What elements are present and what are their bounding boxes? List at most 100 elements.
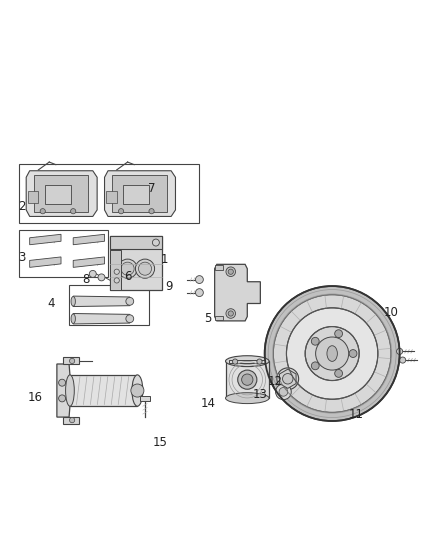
Polygon shape [70, 375, 138, 406]
Polygon shape [30, 257, 61, 268]
Circle shape [121, 262, 134, 275]
Circle shape [228, 269, 233, 274]
Polygon shape [73, 313, 130, 324]
Polygon shape [110, 236, 162, 290]
Ellipse shape [126, 297, 134, 305]
Polygon shape [110, 236, 162, 249]
Circle shape [279, 387, 288, 396]
Circle shape [335, 330, 343, 337]
Bar [19, 230, 108, 277]
Circle shape [238, 370, 257, 389]
Polygon shape [215, 265, 223, 270]
Text: 12: 12 [268, 375, 283, 389]
Polygon shape [73, 257, 105, 268]
Ellipse shape [132, 375, 143, 406]
Polygon shape [226, 361, 269, 398]
Ellipse shape [226, 356, 269, 367]
Circle shape [257, 359, 262, 364]
Polygon shape [113, 175, 167, 212]
Text: 13: 13 [253, 389, 268, 401]
Polygon shape [106, 191, 117, 204]
Circle shape [118, 259, 137, 278]
Circle shape [195, 289, 203, 296]
Ellipse shape [226, 393, 269, 403]
Circle shape [114, 269, 119, 274]
Circle shape [311, 337, 319, 345]
Circle shape [70, 417, 75, 423]
Circle shape [89, 270, 96, 277]
Text: 16: 16 [28, 391, 43, 403]
Polygon shape [64, 358, 79, 364]
Ellipse shape [71, 314, 75, 324]
Text: 5: 5 [205, 312, 212, 325]
Circle shape [114, 278, 119, 283]
Polygon shape [73, 235, 105, 245]
Circle shape [349, 350, 357, 358]
Circle shape [396, 349, 403, 354]
Circle shape [40, 208, 46, 214]
Text: 14: 14 [201, 397, 215, 410]
Text: 8: 8 [83, 273, 90, 286]
Circle shape [131, 384, 144, 397]
Text: 1: 1 [161, 254, 168, 266]
Circle shape [277, 368, 299, 390]
Bar [45, 184, 71, 204]
Ellipse shape [66, 375, 74, 406]
Circle shape [286, 308, 378, 399]
Ellipse shape [71, 296, 75, 306]
Ellipse shape [327, 346, 337, 361]
Circle shape [195, 276, 203, 284]
Polygon shape [26, 171, 97, 216]
Bar [123, 184, 149, 204]
Text: 6: 6 [124, 270, 131, 282]
Circle shape [399, 357, 406, 363]
Polygon shape [279, 369, 296, 389]
Circle shape [242, 374, 253, 385]
Polygon shape [64, 417, 79, 424]
Polygon shape [230, 360, 265, 364]
Polygon shape [105, 171, 176, 216]
Polygon shape [73, 296, 130, 306]
Circle shape [233, 359, 238, 364]
Bar [69, 285, 149, 325]
Circle shape [316, 337, 349, 370]
Circle shape [71, 208, 76, 214]
Circle shape [273, 295, 391, 413]
Polygon shape [34, 175, 88, 212]
Text: 9: 9 [165, 280, 173, 293]
Circle shape [98, 274, 105, 281]
Text: 7: 7 [148, 182, 155, 195]
Bar [19, 164, 199, 223]
Circle shape [311, 362, 319, 370]
Circle shape [276, 384, 291, 400]
Text: 3: 3 [18, 251, 26, 264]
Circle shape [265, 286, 399, 421]
Text: 2: 2 [18, 200, 26, 213]
Text: 15: 15 [153, 437, 168, 449]
Circle shape [228, 311, 233, 316]
Circle shape [305, 327, 359, 381]
Circle shape [59, 395, 66, 402]
Circle shape [59, 379, 66, 386]
Text: 11: 11 [349, 408, 364, 421]
Circle shape [335, 369, 343, 377]
Polygon shape [215, 264, 260, 321]
Circle shape [152, 239, 159, 246]
Circle shape [135, 259, 155, 278]
Circle shape [118, 208, 124, 214]
Circle shape [283, 374, 293, 384]
Polygon shape [110, 251, 121, 290]
Circle shape [70, 358, 75, 364]
Circle shape [226, 267, 236, 277]
Polygon shape [215, 316, 223, 320]
Circle shape [138, 262, 152, 275]
Polygon shape [57, 364, 70, 417]
Text: 4: 4 [48, 297, 55, 310]
Text: 10: 10 [384, 306, 398, 319]
Polygon shape [28, 191, 39, 204]
Polygon shape [30, 235, 61, 245]
Circle shape [226, 309, 236, 318]
Ellipse shape [126, 315, 134, 322]
Circle shape [149, 208, 154, 214]
Polygon shape [140, 396, 150, 401]
